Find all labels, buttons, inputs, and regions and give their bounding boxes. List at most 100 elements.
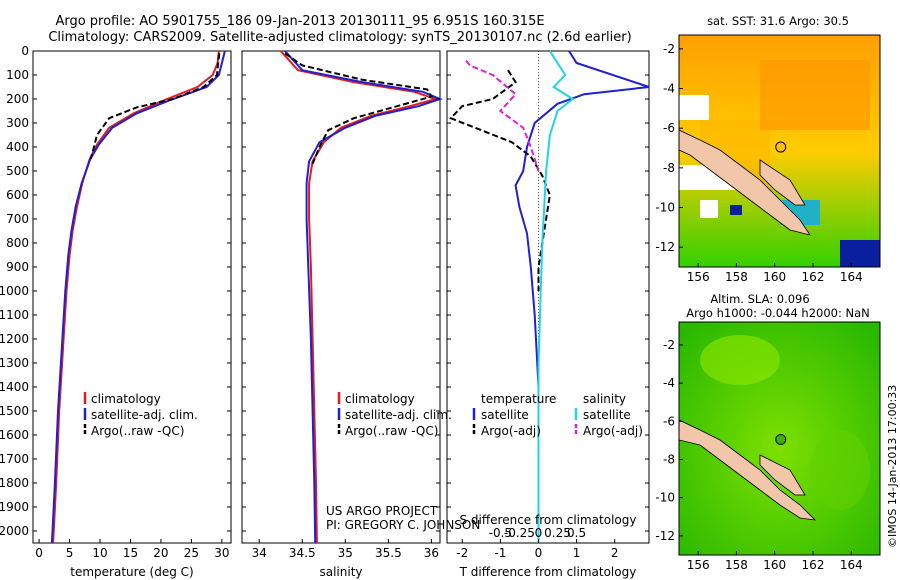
map-y-tick-label: -8 bbox=[663, 161, 675, 175]
map-y-tick-label: -4 bbox=[663, 376, 675, 390]
sla-patch bbox=[810, 430, 870, 510]
legend-label-argo: Argo(..raw -QC) bbox=[345, 424, 438, 438]
difference-series-salinity-argo-adj bbox=[465, 59, 540, 172]
salinity-tick-label: -0.25 bbox=[504, 526, 535, 540]
x-tick-label: 25 bbox=[184, 546, 199, 560]
salinity-plot-frame bbox=[241, 50, 441, 544]
y-tick-label: 400 bbox=[6, 140, 29, 154]
legend-label-satellite: satellite-adj. clim. bbox=[91, 408, 198, 422]
sst-map-frame bbox=[678, 34, 881, 268]
sst-patch bbox=[760, 60, 870, 130]
map-y-tick-label: -12 bbox=[655, 240, 675, 254]
map-y-tick-label: -4 bbox=[663, 82, 675, 96]
x-tick-label: 1 bbox=[573, 546, 581, 560]
y-tick-label: 200 bbox=[6, 92, 29, 106]
map-y-tick-label: -10 bbox=[655, 491, 675, 505]
x-tick-label: 35.5 bbox=[375, 546, 402, 560]
sla-patch bbox=[700, 335, 780, 385]
argo-position-marker bbox=[775, 433, 787, 445]
map-x-tick-label: 164 bbox=[840, 270, 863, 284]
temperature-series-argo-raw-qc bbox=[89, 53, 221, 160]
credit-line1: US ARGO PROJECT bbox=[326, 504, 438, 518]
island bbox=[759, 159, 806, 206]
difference-ticks: -2 -1 0 1 2 bbox=[447, 50, 649, 560]
salinity-legend: climatology satellite-adj. clim. Argo(..… bbox=[337, 392, 452, 438]
sla-map: Altim. SLA: 0.096 Argo h1000: -0.044 h20… bbox=[655, 292, 881, 572]
x-tick-label: 20 bbox=[153, 546, 168, 560]
argo-position-marker bbox=[775, 141, 787, 153]
x-tick-label: 0 bbox=[535, 546, 543, 560]
difference-series-temperature-satellite bbox=[514, 50, 650, 543]
y-tick-label: 500 bbox=[6, 164, 29, 178]
y-tick-label: 800 bbox=[6, 236, 29, 250]
temperature-series-climatology bbox=[52, 50, 220, 544]
salinity-ticks: 34 34.5 35 35.5 36 bbox=[242, 50, 440, 560]
y-tick-label: 1600 bbox=[0, 428, 29, 442]
sla-map-ticks: 156 158 160 162 164 -2 -4 -6 -8 -10 -12 bbox=[655, 338, 862, 572]
sst-map-title: sat. SST: 31.6 Argo: 30.5 bbox=[707, 14, 849, 28]
difference-plot-frame bbox=[446, 50, 650, 544]
x-tick-label: 2 bbox=[611, 546, 619, 560]
difference-axes: -2 -1 0 1 2 -0.5-0.25 0 0.250.5 S difference f… bbox=[446, 50, 650, 579]
salinity-series-satellite-adj-clim bbox=[284, 50, 443, 544]
sla-field bbox=[679, 322, 880, 555]
salinity-xlabel: salinity bbox=[319, 565, 362, 579]
x-tick-label: -2 bbox=[456, 546, 468, 560]
map-y-tick-label: -12 bbox=[655, 529, 675, 543]
sla-map-title-line1: Altim. SLA: 0.096 bbox=[710, 292, 809, 306]
map-y-tick-label: -6 bbox=[663, 414, 675, 428]
y-tick-label: 300 bbox=[6, 116, 29, 130]
x-tick-label: 34.5 bbox=[289, 546, 316, 560]
difference-xlabel-salinity: S difference from climatology bbox=[460, 513, 637, 527]
y-tick-label: 100 bbox=[6, 68, 29, 82]
salinity-tick-label: 0.5 bbox=[567, 526, 586, 540]
map-x-tick-label: 156 bbox=[687, 270, 710, 284]
y-tick-label: 1100 bbox=[0, 308, 29, 322]
y-tick-label: 700 bbox=[6, 212, 29, 226]
salinity-difference-ticks: -0.5-0.25 0 0.250.5 bbox=[489, 526, 586, 540]
salinity-tick-label: -0.5 bbox=[489, 526, 512, 540]
y-tick-label: 2000 bbox=[0, 524, 29, 538]
legend-label-t-satellite: satellite bbox=[481, 408, 529, 422]
difference-series-salinity-satellite bbox=[537, 50, 575, 543]
y-tick-label: 1900 bbox=[0, 500, 29, 514]
x-tick-label: 15 bbox=[123, 546, 138, 560]
map-x-tick-label: 160 bbox=[763, 270, 786, 284]
salinity-tick-label: 0 bbox=[535, 526, 543, 540]
sst-field bbox=[679, 35, 880, 267]
sst-nodata bbox=[700, 200, 718, 218]
y-tick-label: 0 bbox=[21, 44, 29, 58]
salinity-series-climatology bbox=[279, 50, 440, 544]
island-chain bbox=[679, 129, 811, 236]
map-x-tick-label: 162 bbox=[802, 270, 825, 284]
legend-label-argo: Argo(..raw -QC) bbox=[91, 424, 184, 438]
figure-title-line2: Climatology: CARS2009. Satellite-adjuste… bbox=[48, 30, 631, 45]
y-tick-label: 600 bbox=[6, 188, 29, 202]
y-tick-label: 900 bbox=[6, 260, 29, 274]
salinity-tick-label: 0.25 bbox=[544, 526, 571, 540]
salinity-axes: 34 34.5 35 35.5 36 salinity climatology sate… bbox=[241, 50, 480, 579]
difference-series-temperature-argo-adj bbox=[449, 69, 551, 291]
island bbox=[759, 454, 806, 496]
map-y-tick-label: -10 bbox=[655, 201, 675, 215]
temperature-series-group bbox=[50, 50, 226, 544]
figure-title-line1: Argo profile: AO 5901755_186 09-Jan-2013… bbox=[55, 14, 544, 29]
map-x-tick-label: 158 bbox=[725, 558, 748, 572]
map-x-tick-label: 160 bbox=[763, 558, 786, 572]
legend-label-satellite: satellite-adj. clim. bbox=[345, 408, 452, 422]
legend-label-s-argo: Argo(-adj) bbox=[583, 424, 643, 438]
map-y-tick-label: -8 bbox=[663, 453, 675, 467]
y-tick-label: 1800 bbox=[0, 476, 29, 490]
map-x-tick-label: 156 bbox=[687, 558, 710, 572]
sla-map-frame bbox=[678, 321, 881, 556]
legend-label-climatology: climatology bbox=[91, 392, 161, 406]
y-tick-label: 1300 bbox=[0, 356, 29, 370]
temperature-axes: 0 5 10 15 20 25 300100200300400500600700800900… bbox=[0, 44, 232, 579]
x-tick-label: 34 bbox=[252, 546, 267, 560]
y-tick-label: 1500 bbox=[0, 404, 29, 418]
sst-cold-patch bbox=[840, 240, 880, 267]
map-y-tick-label: -2 bbox=[663, 338, 675, 352]
y-tick-label: 1700 bbox=[0, 452, 29, 466]
